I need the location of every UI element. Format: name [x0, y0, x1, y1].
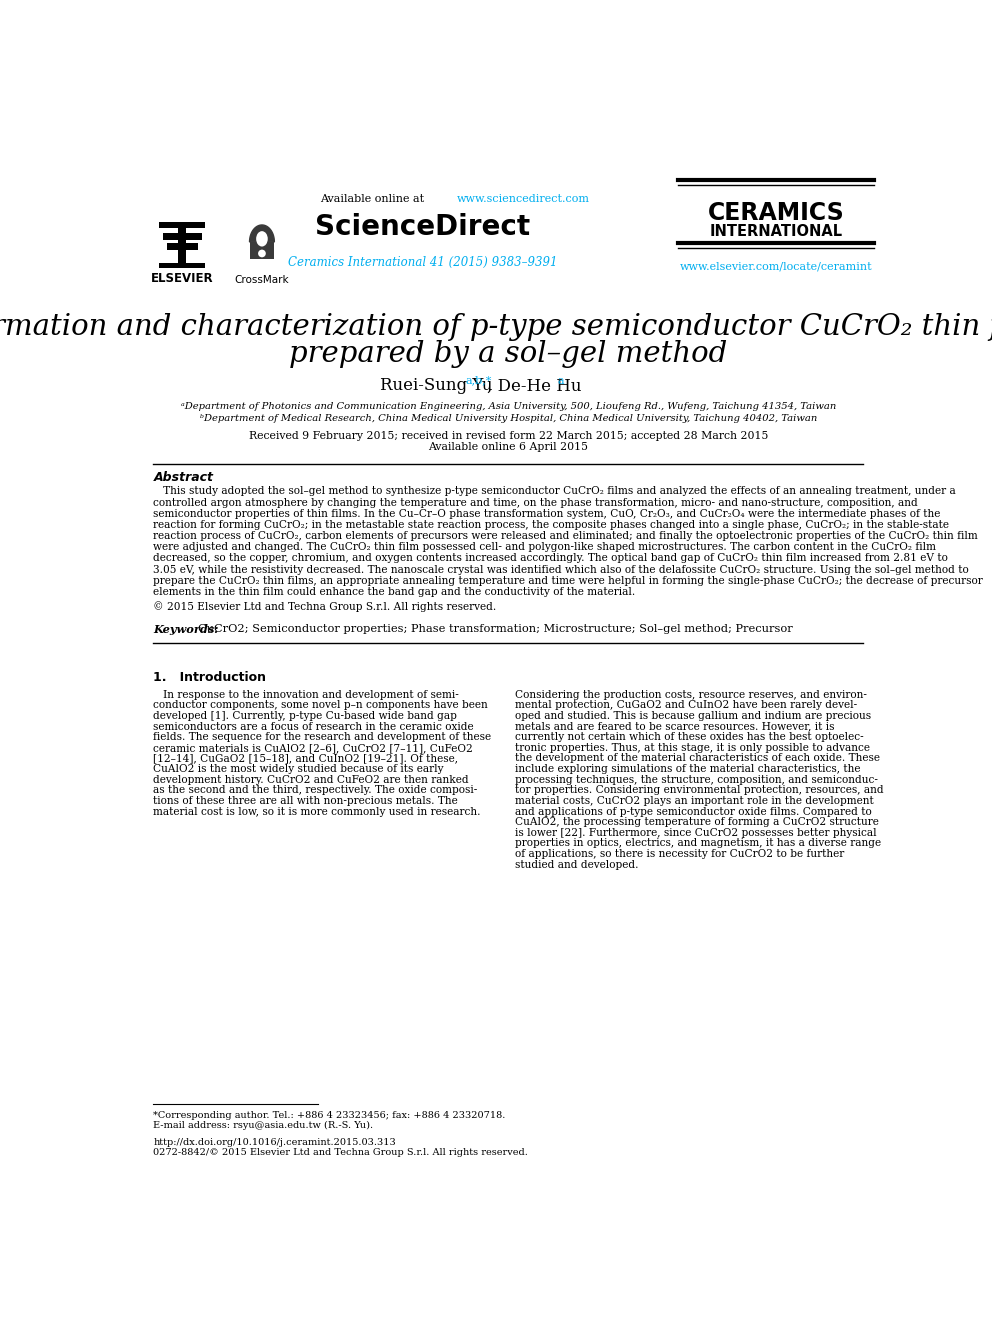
Text: Available online at: Available online at: [320, 193, 428, 204]
Text: CrossMark: CrossMark: [235, 275, 290, 286]
Text: tronic properties. Thus, at this stage, it is only possible to advance: tronic properties. Thus, at this stage, …: [515, 742, 870, 753]
Text: *Corresponding author. Tel.: +886 4 23323456; fax: +886 4 23320718.: *Corresponding author. Tel.: +886 4 2332…: [154, 1111, 506, 1121]
Text: and applications of p-type semiconductor oxide films. Compared to: and applications of p-type semiconductor…: [515, 807, 871, 816]
Text: decreased, so the copper, chromium, and oxygen contents increased accordingly. T: decreased, so the copper, chromium, and …: [154, 553, 948, 564]
Text: properties in optics, electrics, and magnetism, it has a diverse range: properties in optics, electrics, and mag…: [515, 839, 881, 848]
Text: , De-He Hu: , De-He Hu: [487, 377, 581, 394]
Text: development history. CuCrO2 and CuFeO2 are then ranked: development history. CuCrO2 and CuFeO2 a…: [154, 775, 469, 785]
Text: Keywords:: Keywords:: [154, 623, 223, 635]
Text: In response to the innovation and development of semi-: In response to the innovation and develo…: [154, 689, 459, 700]
Text: ELSEVIER: ELSEVIER: [151, 271, 213, 284]
Text: Available online 6 April 2015: Available online 6 April 2015: [429, 442, 588, 451]
Text: INTERNATIONAL: INTERNATIONAL: [710, 225, 843, 239]
Text: material costs, CuCrO2 plays an important role in the development: material costs, CuCrO2 plays an importan…: [515, 796, 873, 806]
Text: 3.05 eV, while the resistivity decreased. The nanoscale crystal was identified w: 3.05 eV, while the resistivity decreased…: [154, 565, 969, 574]
Text: CuCrO2; Semiconductor properties; Phase transformation; Microstructure; Sol–gel : CuCrO2; Semiconductor properties; Phase …: [197, 624, 793, 634]
Text: Formation and characterization of p-type semiconductor CuCrO₂ thin films: Formation and characterization of p-type…: [0, 312, 992, 340]
Text: 0272-8842/© 2015 Elsevier Ltd and Techna Group S.r.l. All rights reserved.: 0272-8842/© 2015 Elsevier Ltd and Techna…: [154, 1148, 529, 1158]
Text: Ruei-Sung Yu: Ruei-Sung Yu: [380, 377, 492, 394]
Text: as the second and the third, respectively. The oxide composi-: as the second and the third, respectivel…: [154, 786, 478, 795]
Text: E-mail address: rsyu@asia.edu.tw (R.-S. Yu).: E-mail address: rsyu@asia.edu.tw (R.-S. …: [154, 1122, 374, 1130]
Text: prepare the CuCrO₂ thin films, an appropriate annealing temperature and time wer: prepare the CuCrO₂ thin films, an approp…: [154, 576, 983, 586]
Text: 1.   Introduction: 1. Introduction: [154, 671, 267, 684]
Text: CERAMICS: CERAMICS: [708, 201, 845, 225]
Text: conductor components, some novel p–n components have been: conductor components, some novel p–n com…: [154, 700, 488, 710]
Text: prepared by a sol–gel method: prepared by a sol–gel method: [290, 340, 727, 368]
Text: CuAlO2, the processing temperature of forming a CuCrO2 structure: CuAlO2, the processing temperature of fo…: [515, 818, 879, 827]
Text: reaction process of CuCrO₂, carbon elements of precursors were released and elim: reaction process of CuCrO₂, carbon eleme…: [154, 531, 978, 541]
Text: controlled argon atmosphere by changing the temperature and time, on the phase t: controlled argon atmosphere by changing …: [154, 497, 919, 508]
Text: include exploring simulations of the material characteristics, the: include exploring simulations of the mat…: [515, 765, 860, 774]
Text: www.elsevier.com/locate/ceramint: www.elsevier.com/locate/ceramint: [681, 262, 873, 271]
Text: oped and studied. This is because gallium and indium are precious: oped and studied. This is because galliu…: [515, 710, 871, 721]
Text: the development of the material characteristics of each oxide. These: the development of the material characte…: [515, 753, 880, 763]
Bar: [167, 243, 197, 250]
Text: material cost is low, so it is more commonly used in research.: material cost is low, so it is more comm…: [154, 807, 481, 816]
Text: studied and developed.: studied and developed.: [515, 860, 638, 869]
Bar: [250, 242, 275, 259]
Text: This study adopted the sol–gel method to synthesize p-type semiconductor CuCrO₂ : This study adopted the sol–gel method to…: [154, 487, 956, 496]
Text: Ceramics International 41 (2015) 9383–9391: Ceramics International 41 (2015) 9383–93…: [288, 257, 558, 269]
Text: processing techniques, the structure, composition, and semiconduc-: processing techniques, the structure, co…: [515, 775, 878, 785]
Polygon shape: [250, 225, 275, 242]
Text: ScienceDirect: ScienceDirect: [314, 213, 530, 241]
Text: is lower [22]. Furthermore, since CuCrO2 possesses better physical: is lower [22]. Furthermore, since CuCrO2…: [515, 828, 876, 837]
Circle shape: [258, 250, 266, 257]
Text: mental protection, CuGaO2 and CuInO2 have been rarely devel-: mental protection, CuGaO2 and CuInO2 hav…: [515, 700, 857, 710]
Bar: [163, 233, 201, 239]
Bar: [159, 263, 205, 269]
Bar: [159, 222, 205, 228]
Text: CuAlO2 is the most widely studied because of its early: CuAlO2 is the most widely studied becaus…: [154, 765, 444, 774]
Text: ᵇDepartment of Medical Research, China Medical University Hospital, China Medica: ᵇDepartment of Medical Research, China M…: [199, 414, 817, 423]
Text: www.sciencedirect.com: www.sciencedirect.com: [457, 193, 590, 204]
Text: Abstract: Abstract: [154, 471, 213, 484]
Text: ᵃDepartment of Photonics and Communication Engineering, Asia University, 500, Li: ᵃDepartment of Photonics and Communicati…: [181, 402, 836, 411]
Text: reaction for forming CuCrO₂; in the metastable state reaction process, the compo: reaction for forming CuCrO₂; in the meta…: [154, 520, 949, 531]
Text: developed [1]. Currently, p-type Cu-based wide band gap: developed [1]. Currently, p-type Cu-base…: [154, 710, 457, 721]
Text: Received 9 February 2015; received in revised form 22 March 2015; accepted 28 Ma: Received 9 February 2015; received in re…: [249, 431, 768, 441]
Text: a,b,*: a,b,*: [465, 376, 491, 385]
Text: fields. The sequence for the research and development of these: fields. The sequence for the research an…: [154, 732, 492, 742]
Text: http://dx.doi.org/10.1016/j.ceramint.2015.03.313: http://dx.doi.org/10.1016/j.ceramint.201…: [154, 1138, 396, 1147]
Bar: [179, 224, 186, 266]
Text: © 2015 Elsevier Ltd and Techna Group S.r.l. All rights reserved.: © 2015 Elsevier Ltd and Techna Group S.r…: [154, 601, 497, 611]
Text: were adjusted and changed. The CuCrO₂ thin film possessed cell- and polygon-like: were adjusted and changed. The CuCrO₂ th…: [154, 542, 936, 552]
Text: semiconductors are a focus of research in the ceramic oxide: semiconductors are a focus of research i…: [154, 721, 474, 732]
Text: metals and are feared to be scarce resources. However, it is: metals and are feared to be scarce resou…: [515, 721, 834, 732]
Text: of applications, so there is necessity for CuCrO2 to be further: of applications, so there is necessity f…: [515, 849, 844, 859]
Text: a: a: [558, 376, 564, 385]
Text: [12–14], CuGaO2 [15–18], and CuInO2 [19–21]. Of these,: [12–14], CuGaO2 [15–18], and CuInO2 [19–…: [154, 753, 458, 763]
Text: tions of these three are all with non-precious metals. The: tions of these three are all with non-pr…: [154, 796, 458, 806]
Text: tor properties. Considering environmental protection, resources, and: tor properties. Considering environmenta…: [515, 786, 883, 795]
Text: Considering the production costs, resource reserves, and environ-: Considering the production costs, resour…: [515, 689, 866, 700]
Text: elements in the thin film could enhance the band gap and the conductivity of the: elements in the thin film could enhance …: [154, 587, 636, 597]
Text: ceramic materials is CuAlO2 [2–6], CuCrO2 [7–11], CuFeO2: ceramic materials is CuAlO2 [2–6], CuCrO…: [154, 742, 473, 753]
Ellipse shape: [256, 232, 268, 246]
Text: currently not certain which of these oxides has the best optoelec-: currently not certain which of these oxi…: [515, 732, 863, 742]
Text: semiconductor properties of thin films. In the Cu–Cr–O phase transformation syst: semiconductor properties of thin films. …: [154, 509, 940, 519]
